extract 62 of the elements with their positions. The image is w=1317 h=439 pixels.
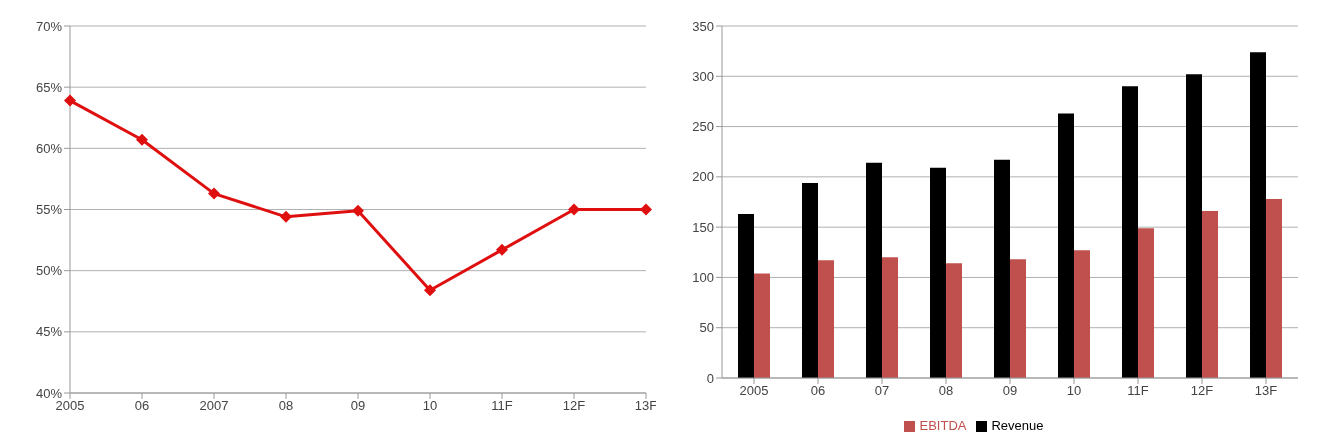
- y-tick-label: 45%: [35, 324, 63, 340]
- point: [568, 203, 580, 216]
- x-tick-label: 06: [810, 383, 826, 399]
- x-tick-label: 08: [278, 398, 294, 414]
- x-tick-label: 2007: [199, 398, 229, 414]
- bar: [1010, 259, 1026, 378]
- point: [424, 284, 436, 297]
- point: [208, 187, 220, 200]
- point: [640, 203, 652, 216]
- y-tick-label: 350: [692, 18, 714, 34]
- y-tick-label: 65%: [35, 79, 63, 95]
- bar: [994, 159, 1010, 378]
- y-tick-label: 70%: [35, 18, 63, 34]
- y-tick-label: 60%: [35, 140, 63, 156]
- point: [64, 94, 76, 107]
- legend-label: EBITDA: [919, 418, 967, 433]
- bar: [802, 182, 818, 378]
- y-tick-label: 250: [692, 119, 714, 135]
- bar: [1186, 74, 1202, 378]
- point: [496, 243, 508, 256]
- bar: [1266, 198, 1282, 378]
- bar: [754, 273, 770, 378]
- x-tick-label: 08: [938, 383, 954, 399]
- bar: [1058, 113, 1074, 378]
- x-tick-label: 2005: [55, 398, 85, 414]
- x-tick-label: 06: [134, 398, 150, 414]
- x-tick-label: 2005: [739, 383, 769, 399]
- x-tick-label: 13F: [1254, 383, 1278, 399]
- bar: [866, 162, 882, 378]
- x-tick-label: 11F: [491, 398, 513, 414]
- x-tick-label: 09: [1002, 383, 1018, 399]
- bar: [1074, 250, 1090, 378]
- x-tick-label: 11F: [1127, 383, 1149, 399]
- x-tick-label: 10: [1066, 383, 1082, 399]
- y-tick-label: 0: [706, 370, 714, 386]
- point: [352, 204, 364, 217]
- y-tick-label: 40%: [35, 385, 63, 401]
- y-tick-label: 50: [699, 320, 714, 336]
- bar: [1138, 228, 1154, 378]
- x-tick-label: 13F: [634, 398, 658, 414]
- x-tick-label: 12F: [562, 398, 586, 414]
- y-tick-label: 55%: [35, 202, 63, 218]
- x-tick-label: 09: [350, 398, 366, 414]
- y-tick-label: 50%: [35, 263, 63, 279]
- y-tick-label: 200: [692, 169, 714, 185]
- legend-label: Revenue: [991, 418, 1044, 433]
- bar: [738, 214, 754, 378]
- x-tick-label: 10: [422, 398, 438, 414]
- y-tick-label: 150: [692, 219, 714, 235]
- x-tick-label: 07: [874, 383, 890, 399]
- y-tick-label: 100: [692, 270, 714, 286]
- bar: [1202, 211, 1218, 378]
- point: [136, 133, 148, 146]
- bar: [882, 257, 898, 378]
- point: [280, 210, 292, 223]
- bar: [1250, 52, 1266, 378]
- x-tick-label: 12F: [1190, 383, 1214, 399]
- bar: [930, 167, 946, 378]
- bar: [946, 263, 962, 378]
- bar: [818, 260, 834, 378]
- bar: [1122, 86, 1138, 378]
- y-tick-label: 300: [692, 68, 714, 84]
